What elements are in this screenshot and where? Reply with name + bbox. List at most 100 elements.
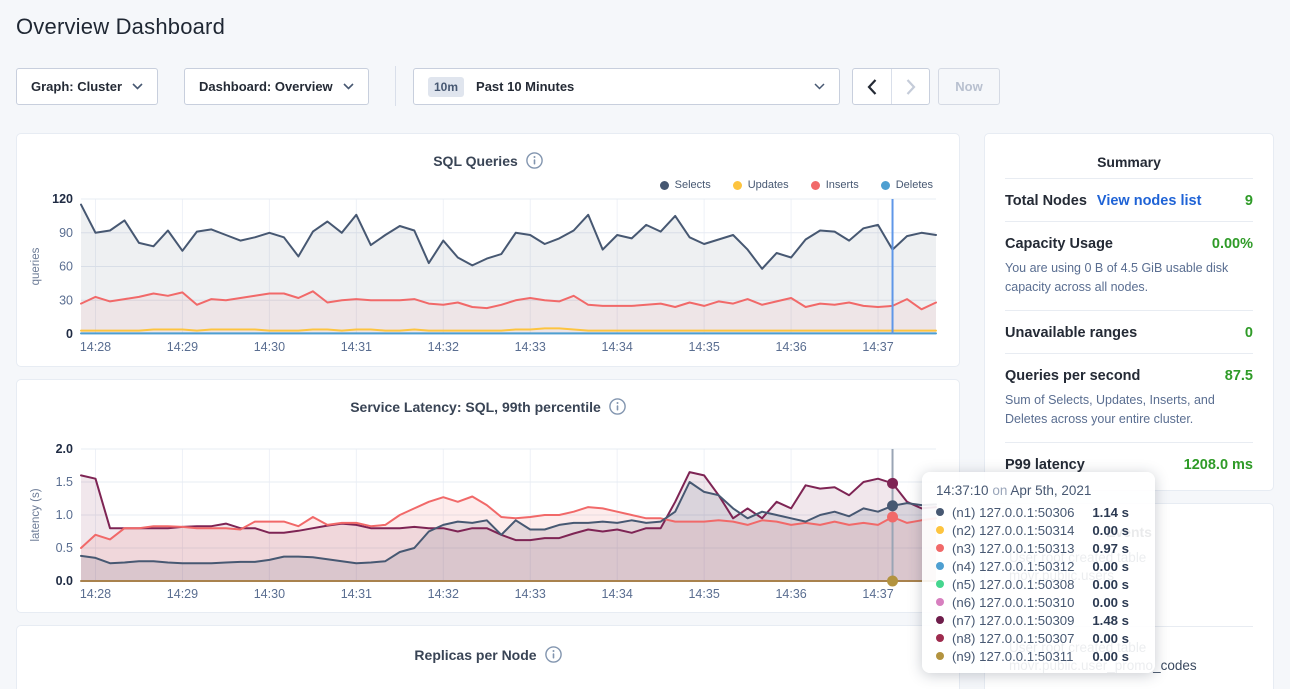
node-latency-value: 0.00 s — [1092, 594, 1129, 610]
legend-dot — [880, 180, 890, 190]
node-address: (n8) 127.0.0.1:50307 — [952, 630, 1075, 646]
legend-label: Updates — [747, 179, 789, 191]
node-color-dot — [936, 508, 944, 516]
sql-queries-legend: Selects Updates Inserts Deletes — [659, 179, 933, 191]
legend-item-selects[interactable]: Selects — [659, 179, 711, 191]
legend-dot — [732, 180, 742, 190]
dashboard-label: Dashboard: Overview — [199, 79, 333, 94]
capacity-usage-desc: You are using 0 B of 4.5 GiB usable disk… — [1005, 261, 1229, 295]
summary-panel: Summary Total Nodes View nodes list 9 Ca… — [984, 133, 1274, 491]
tooltip-row: (n7) 127.0.0.1:50309 1.48 s — [936, 611, 1143, 629]
tooltip-time: 14:37:10 — [936, 483, 989, 498]
tooltip-row: (n4) 127.0.0.1:50312 0.00 s — [936, 557, 1143, 575]
chevron-down-icon — [814, 83, 825, 90]
service-latency-chart[interactable]: 14:28 14:29 14:30 14:31 14:32 14:33 14:34 14:35… — [17, 380, 959, 612]
legend-label: Selects — [674, 179, 711, 191]
service-latency-title: Service Latency: SQL, 99th percentile — [17, 398, 959, 415]
next-time-button[interactable] — [891, 69, 929, 104]
prev-time-button[interactable] — [853, 69, 891, 104]
summary-row-capacity: Capacity Usage 0.00% You are using 0 B o… — [1005, 222, 1253, 311]
replicas-per-node-panel: Replicas per Node — [16, 625, 960, 689]
tooltip-row: (n1) 127.0.0.1:50306 1.14 s — [936, 503, 1143, 521]
svg-text:queries: queries — [30, 247, 42, 285]
chart-hover-tooltip: 14:37:10 on Apr 5th, 2021 (n1) 127.0.0.1… — [922, 472, 1155, 673]
svg-text:14:37: 14:37 — [862, 340, 893, 354]
graph-scope-dropdown[interactable]: Graph: Cluster — [16, 68, 158, 105]
svg-text:60: 60 — [59, 260, 73, 274]
svg-text:14:36: 14:36 — [775, 340, 806, 354]
sql-queries-panel: SQL Queries Selects Updates Inserts Deletes… — [16, 133, 960, 367]
page-title: Overview Dashboard — [16, 14, 226, 39]
tooltip-row: (n9) 127.0.0.1:50311 0.00 s — [936, 647, 1143, 665]
now-button[interactable]: Now — [938, 68, 1000, 105]
svg-text:14:33: 14:33 — [515, 340, 546, 354]
svg-text:14:29: 14:29 — [167, 587, 198, 601]
chevron-down-icon — [132, 83, 143, 90]
svg-text:14:32: 14:32 — [428, 587, 459, 601]
svg-text:14:29: 14:29 — [167, 340, 198, 354]
svg-text:14:28: 14:28 — [80, 587, 111, 601]
info-icon[interactable] — [544, 646, 562, 663]
tooltip-on: on — [992, 483, 1008, 498]
chevron-down-icon — [343, 83, 354, 90]
node-color-dot — [936, 562, 944, 570]
svg-text:14:30: 14:30 — [254, 340, 285, 354]
svg-text:14:30: 14:30 — [254, 587, 285, 601]
controls-divider — [395, 66, 396, 106]
node-address: (n6) 127.0.0.1:50310 — [952, 594, 1075, 610]
svg-text:1.0: 1.0 — [56, 508, 73, 522]
qps-value: 87.5 — [1224, 367, 1253, 384]
node-latency-value: 1.48 s — [1092, 612, 1129, 628]
p99-latency-value: 1208.0 ms — [1183, 456, 1253, 473]
node-latency-value: 0.00 s — [1092, 576, 1129, 592]
info-icon[interactable] — [525, 152, 543, 169]
node-address: (n2) 127.0.0.1:50314 — [952, 522, 1075, 538]
capacity-usage-value: 0.00% — [1211, 236, 1253, 252]
info-icon[interactable] — [608, 398, 626, 415]
svg-text:2.0: 2.0 — [56, 442, 73, 456]
time-nav-group — [852, 68, 930, 105]
node-color-dot — [936, 526, 944, 534]
svg-text:120: 120 — [52, 192, 73, 206]
svg-text:14:37: 14:37 — [862, 587, 893, 601]
tooltip-row: (n3) 127.0.0.1:50313 0.97 s — [936, 539, 1143, 557]
svg-text:0.0: 0.0 — [56, 574, 73, 588]
svg-text:90: 90 — [59, 226, 73, 240]
svg-text:30: 30 — [59, 293, 73, 307]
sql-queries-title: SQL Queries — [17, 152, 959, 169]
tooltip-row: (n6) 127.0.0.1:50310 0.00 s — [936, 593, 1143, 611]
svg-text:14:33: 14:33 — [515, 587, 546, 601]
p99-latency-label: P99 latency — [1005, 456, 1085, 473]
qps-desc: Sum of Selects, Updates, Inserts, and De… — [1005, 392, 1215, 427]
summary-heading: Summary — [1097, 154, 1161, 170]
dashboard-dropdown[interactable]: Dashboard: Overview — [184, 68, 369, 105]
node-color-dot — [936, 544, 944, 552]
unavailable-ranges-label: Unavailable ranges — [1005, 324, 1138, 341]
capacity-usage-label: Capacity Usage — [1005, 236, 1113, 252]
node-address: (n5) 127.0.0.1:50308 — [952, 576, 1075, 592]
unavailable-ranges-value: 0 — [1244, 324, 1253, 341]
sql-queries-chart[interactable]: 14:28 14:29 14:30 14:31 14:32 14:33 14:34 14:35… — [17, 134, 959, 366]
tooltip-row: (n8) 127.0.0.1:50307 0.00 s — [936, 629, 1143, 647]
summary-row-qps: Queries per second 87.5 Sum of Selects, … — [1005, 354, 1253, 443]
svg-text:1.5: 1.5 — [56, 475, 73, 489]
svg-text:14:36: 14:36 — [775, 587, 806, 601]
svg-text:latency (s): latency (s) — [30, 488, 42, 541]
tooltip-node-list: (n1) 127.0.0.1:50306 1.14 s (n2) 127.0.0.1… — [936, 503, 1143, 665]
legend-item-inserts[interactable]: Inserts — [810, 179, 859, 191]
time-range-dropdown[interactable]: 10m Past 10 Minutes — [413, 68, 840, 105]
total-nodes-value: 9 — [1244, 193, 1253, 209]
svg-text:0: 0 — [66, 327, 73, 341]
svg-text:14:35: 14:35 — [688, 340, 719, 354]
summary-row-p99: P99 latency 1208.0 ms — [1005, 443, 1253, 485]
node-latency-value: 0.00 s — [1092, 648, 1129, 664]
view-nodes-list-link[interactable]: View nodes list — [1096, 193, 1202, 209]
svg-text:0.5: 0.5 — [56, 541, 73, 555]
legend-item-deletes[interactable]: Deletes — [880, 179, 933, 191]
node-latency-value: 1.14 s — [1092, 504, 1129, 520]
legend-item-updates[interactable]: Updates — [732, 179, 789, 191]
node-address: (n7) 127.0.0.1:50309 — [952, 612, 1075, 628]
svg-text:14:31: 14:31 — [341, 587, 372, 601]
summary-row-total-nodes: Total Nodes View nodes list 9 — [1005, 178, 1253, 222]
